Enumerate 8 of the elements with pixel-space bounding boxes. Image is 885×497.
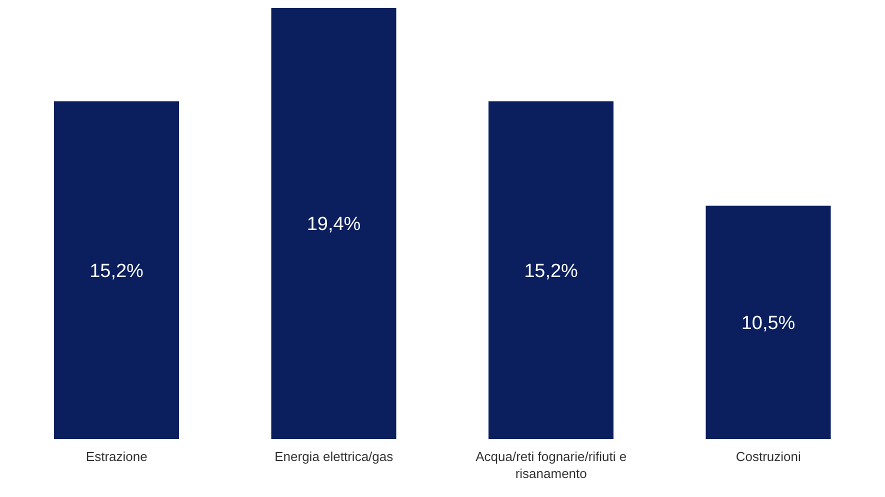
x-tick-label: Energia elettrica/gas bbox=[274, 449, 394, 464]
data-label: 19,4% bbox=[306, 214, 361, 236]
x-tick-label: Estrazione bbox=[86, 449, 148, 464]
data-label: 15,2% bbox=[524, 260, 578, 282]
data-label: 15,2% bbox=[90, 260, 144, 282]
x-tick-label: Acqua/reti fognarie/rifiuti e risanamento bbox=[476, 449, 627, 481]
data-label: 10,5% bbox=[741, 313, 796, 334]
x-tick-label: Costruzioni bbox=[736, 449, 801, 464]
